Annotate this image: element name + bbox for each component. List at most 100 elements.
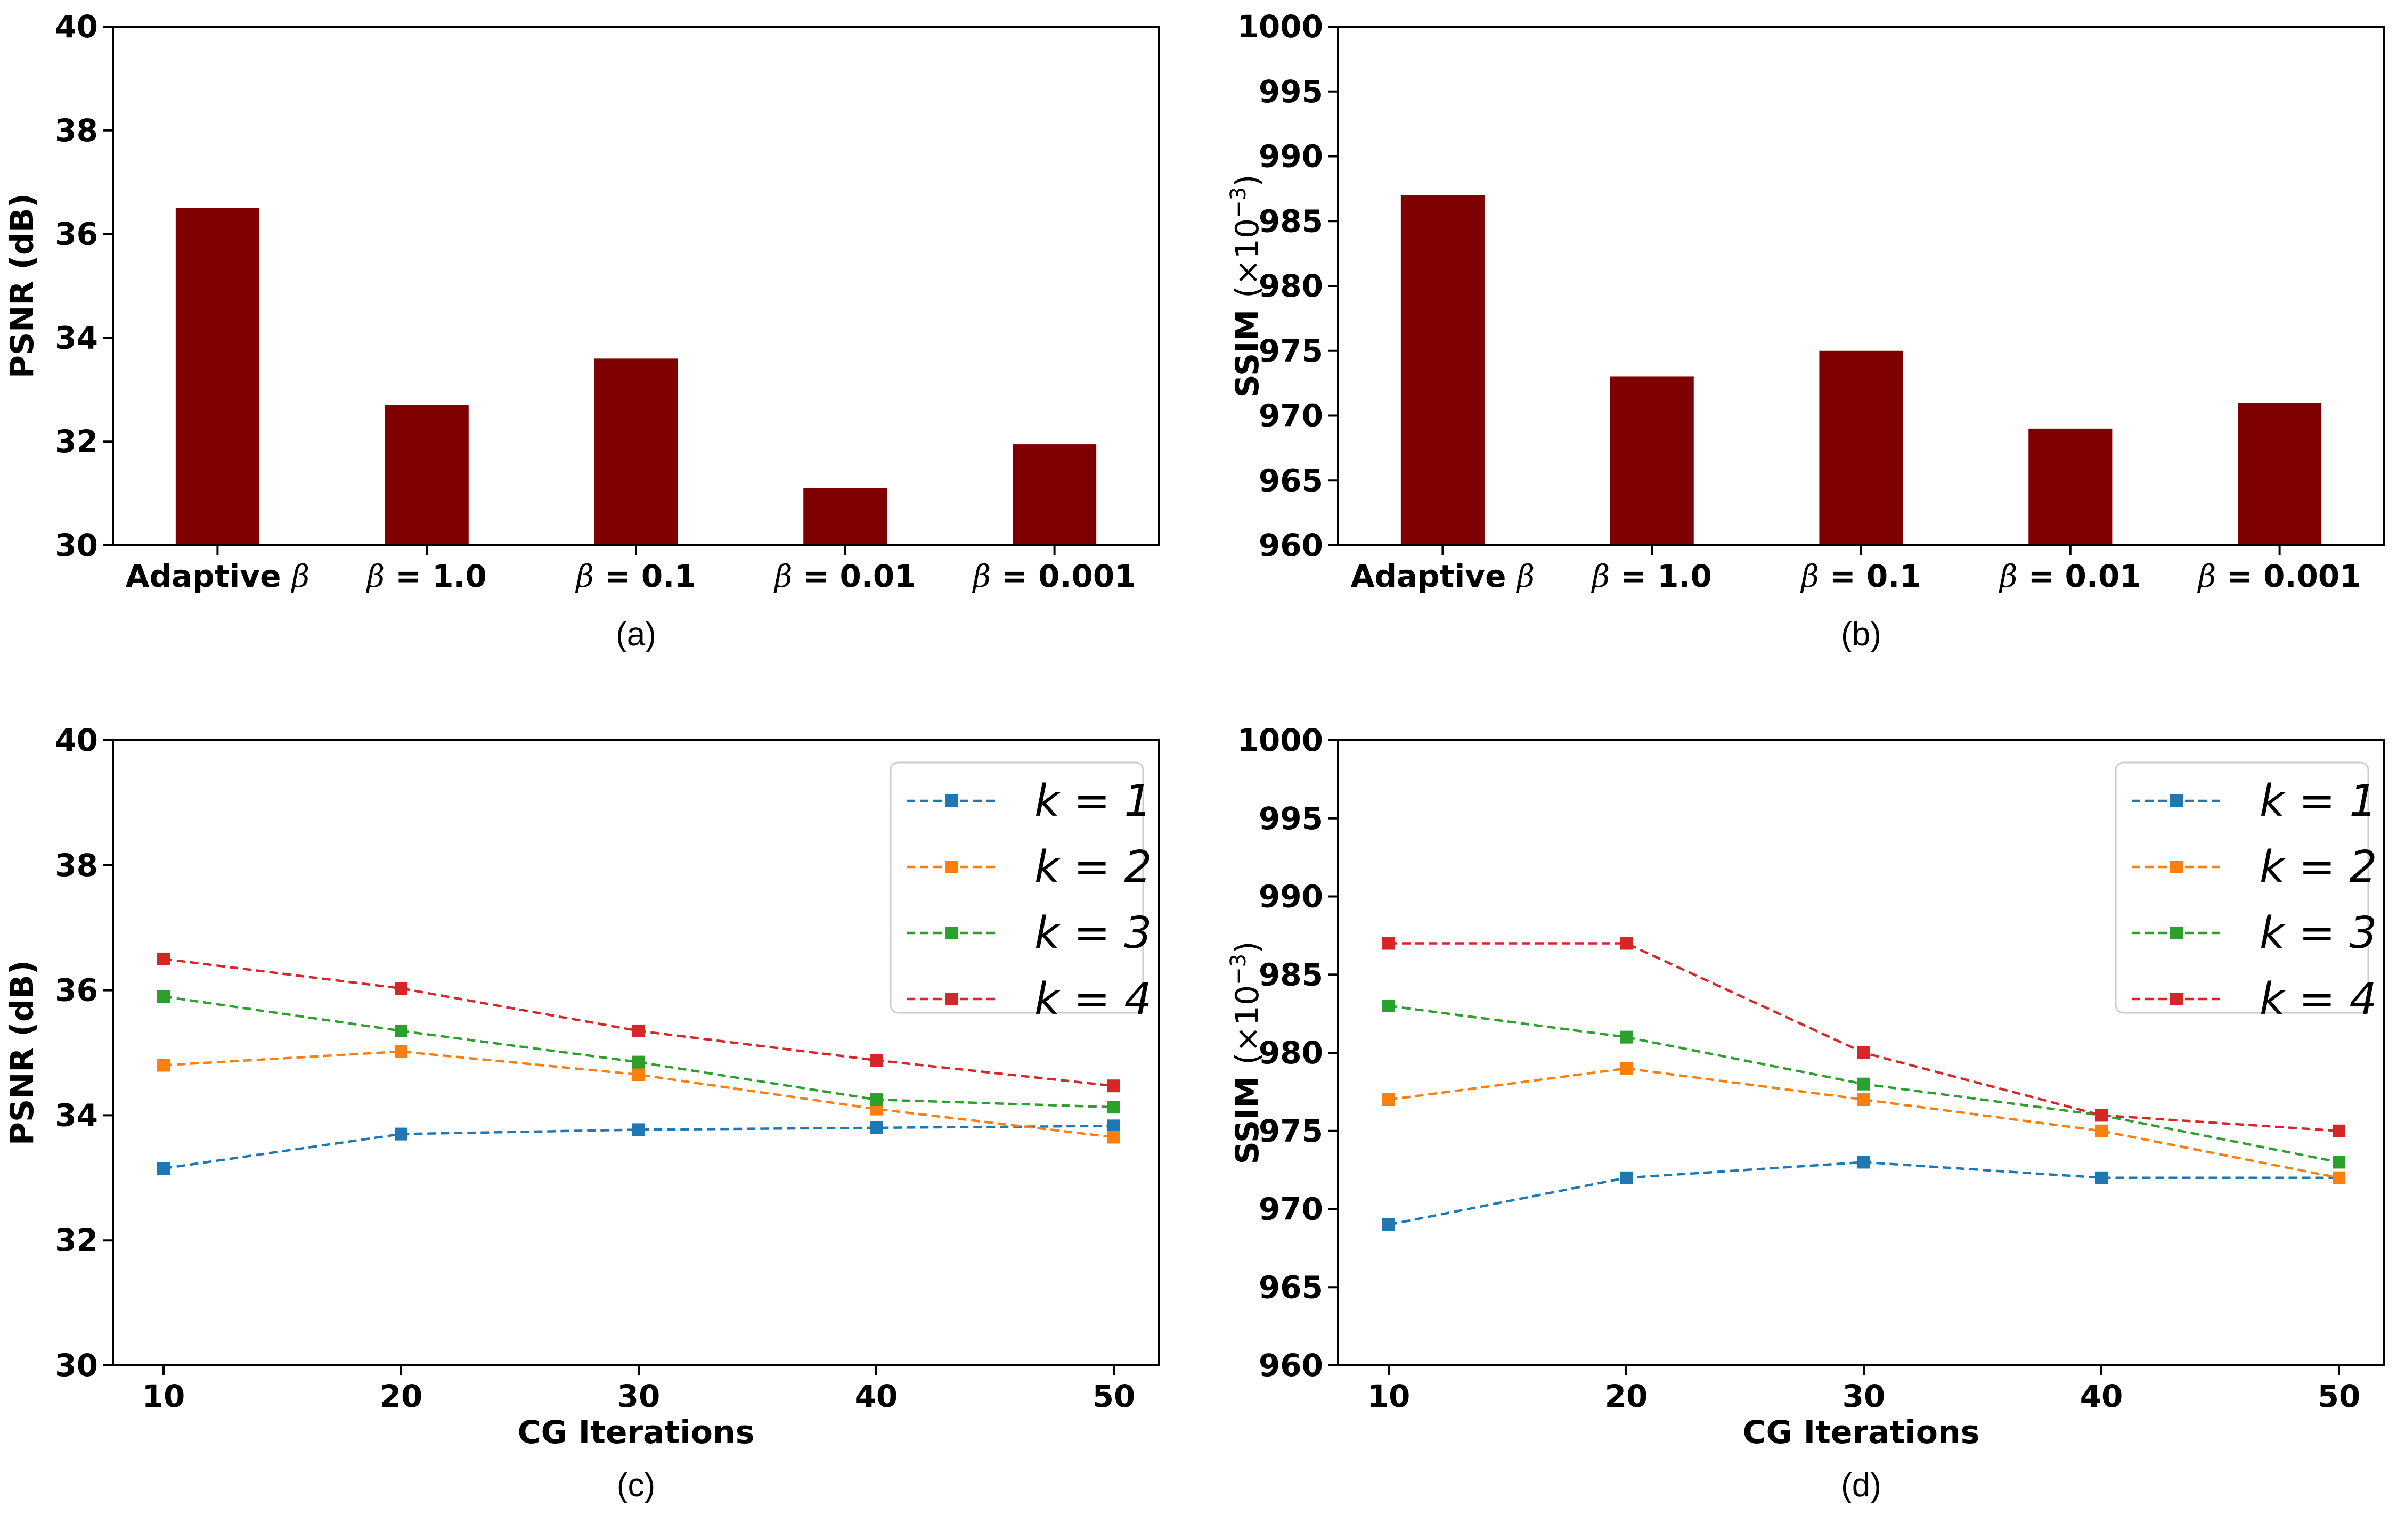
y-tick-label: 1000 xyxy=(1237,722,1323,758)
y-tick-label: 1000 xyxy=(1237,9,1323,45)
y-tick-label: 965 xyxy=(1259,1269,1323,1305)
y-tick-label: 36 xyxy=(55,972,98,1009)
legend: k = 1 k = 2 k = 3 k = 4 xyxy=(2115,761,2377,1025)
x-tick-label: β = 0.01 xyxy=(1999,558,2141,594)
plot-frame xyxy=(112,739,1160,1366)
series-point-k3 xyxy=(2333,1156,2345,1169)
y-tick-label: 38 xyxy=(55,847,98,883)
series-point-k1 xyxy=(1857,1156,1870,1169)
panel-b: Adaptive β β = 1.0 β = 0.1 β = 0.01 β = 0.00… xyxy=(1226,9,2385,653)
y-tick-label: 960 xyxy=(1259,527,1323,563)
y-tick-label: 985 xyxy=(1259,956,1323,993)
bar-2 xyxy=(1819,350,1903,545)
x-axis-title: CG Iterations xyxy=(1743,1414,1980,1451)
series-point-k1 xyxy=(1382,1218,1395,1231)
y-axis-title-close: ) xyxy=(1229,174,1266,186)
x-tick-label: 50 xyxy=(2318,1378,2361,1414)
y-tick-label: 965 xyxy=(1259,462,1323,498)
legend-marker-k4 xyxy=(945,993,958,1005)
legend-label-k4: k = 4 xyxy=(2260,974,2377,1025)
bar-0 xyxy=(1400,195,1485,545)
legend-label-k1: k = 1 xyxy=(1034,776,1152,826)
y-tick-label: 30 xyxy=(55,1347,98,1383)
series-point-k3 xyxy=(1620,1030,1633,1044)
legend-marker-k1 xyxy=(2170,794,2183,807)
series-point-k4 xyxy=(870,1054,883,1067)
series-point-k1 xyxy=(1107,1119,1120,1133)
series-point-k2 xyxy=(1857,1093,1870,1107)
panel-label: (b) xyxy=(1841,616,1881,653)
series-point-k3 xyxy=(395,1024,407,1037)
x-tick-label: 40 xyxy=(855,1378,898,1414)
bar-0 xyxy=(175,208,259,545)
x-axis-title: CG Iterations xyxy=(518,1414,755,1451)
series-point-k3 xyxy=(157,990,170,1003)
x-tick-label: 40 xyxy=(2080,1378,2123,1414)
y-tick-label: 970 xyxy=(1259,1191,1323,1227)
y-tick-label: 975 xyxy=(1259,333,1323,369)
x-tick-label: 30 xyxy=(1842,1378,1886,1414)
legend-marker-k2 xyxy=(945,861,958,873)
bar-4 xyxy=(1013,444,1097,545)
y-tick-label: 32 xyxy=(55,423,98,460)
panel-label: (a) xyxy=(616,616,656,653)
y-tick-label: 995 xyxy=(1259,800,1323,837)
series-point-k2 xyxy=(632,1068,645,1082)
x-tick-label: β = 1.0 xyxy=(1591,558,1712,594)
y-tick-label: 40 xyxy=(55,722,98,758)
y-axis-title: PSNR (dB) xyxy=(4,193,41,379)
legend-frame xyxy=(2115,761,2369,1014)
x-tick-label: β = 0.1 xyxy=(1800,558,1921,594)
legend-marker-k3 xyxy=(945,927,958,939)
series-point-k1 xyxy=(632,1123,645,1136)
series-point-k2 xyxy=(157,1059,170,1072)
y-axis-title-exponent: −3 xyxy=(1226,954,1251,985)
x-tick-label: β = 0.001 xyxy=(972,558,1136,594)
y-tick-label: 30 xyxy=(55,527,98,563)
y-axis-title-unit: (×10 xyxy=(1229,218,1266,298)
y-tick-label: 40 xyxy=(55,9,98,45)
series-point-k2 xyxy=(395,1045,407,1058)
x-tick-label: 50 xyxy=(1092,1378,1136,1414)
y-tick-label: 975 xyxy=(1259,1113,1323,1149)
y-tick-label: 36 xyxy=(55,216,98,252)
series-point-k4 xyxy=(1107,1079,1120,1093)
legend-marker-k1 xyxy=(945,794,958,807)
y-tick-label: 34 xyxy=(55,1097,98,1133)
y-axis-title-main: SSIM xyxy=(1229,1065,1266,1165)
series-point-k2 xyxy=(2095,1124,2108,1137)
series-line-k2 xyxy=(1388,1067,2339,1179)
series-point-k3 xyxy=(1382,999,1395,1012)
series-point-k4 xyxy=(1620,937,1633,950)
series-point-k4 xyxy=(2095,1109,2108,1122)
y-tick-label: 985 xyxy=(1259,203,1323,239)
series-point-k4 xyxy=(2333,1124,2345,1137)
y-axis-title-close: ) xyxy=(1229,941,1266,953)
series-point-k1 xyxy=(2095,1171,2108,1184)
series-point-k4 xyxy=(157,952,170,965)
series-line-k1 xyxy=(163,1125,1114,1170)
legend-label-k3: k = 3 xyxy=(1034,908,1152,959)
series-point-k2 xyxy=(1620,1062,1633,1075)
plot-frame xyxy=(1337,739,2385,1366)
y-axis-title-unit: (×10 xyxy=(1229,985,1266,1065)
x-tick-label: β = 0.001 xyxy=(2197,558,2361,594)
bar-3 xyxy=(2028,428,2113,545)
legend-marker-k4 xyxy=(2170,993,2183,1005)
y-axis-title-exponent: −3 xyxy=(1226,187,1251,218)
x-tick-label: 20 xyxy=(380,1378,423,1414)
legend-label-k3: k = 3 xyxy=(2260,908,2377,959)
series-point-k2 xyxy=(1382,1093,1395,1107)
bar-3 xyxy=(803,488,887,545)
x-tick-label: 20 xyxy=(1605,1378,1648,1414)
series-point-k3 xyxy=(1857,1077,1870,1091)
bar-4 xyxy=(2238,403,2322,545)
series-point-k3 xyxy=(870,1093,883,1107)
legend-label-k4: k = 4 xyxy=(1034,974,1152,1025)
y-tick-label: 970 xyxy=(1259,398,1323,434)
plot-frame xyxy=(1337,26,2385,546)
legend-label-k2: k = 2 xyxy=(1034,842,1152,892)
legend-label-k2: k = 2 xyxy=(2260,842,2377,892)
